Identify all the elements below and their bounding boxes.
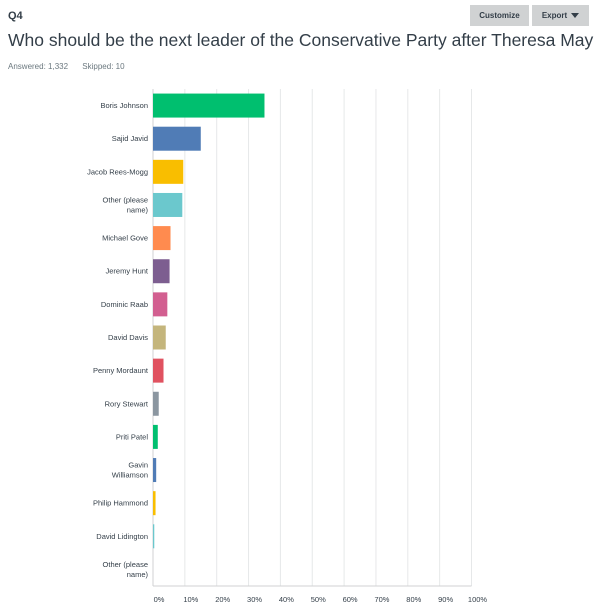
bar[interactable]: [153, 491, 156, 516]
category-label: Rory Stewart: [105, 399, 149, 408]
response-stats: Answered: 1,332 Skipped: 10: [8, 62, 137, 71]
x-tick-label: 80%: [406, 595, 421, 604]
category-label: Philip Hammond: [93, 499, 148, 508]
bar[interactable]: [153, 226, 171, 251]
customize-button-label: Customize: [479, 11, 520, 20]
bar[interactable]: [153, 391, 159, 416]
export-button[interactable]: Export: [532, 5, 589, 26]
skipped-count: Skipped: 10: [82, 62, 125, 71]
x-tick-label: 0%: [154, 595, 165, 604]
x-tick-label: 60%: [343, 595, 358, 604]
category-label: Dominic Raab: [101, 300, 148, 309]
x-tick-label: 30%: [247, 595, 262, 604]
x-tick-label: 50%: [311, 595, 326, 604]
bar[interactable]: [153, 292, 168, 317]
category-label: Other (please name): [103, 560, 149, 579]
export-button-label: Export: [541, 11, 568, 20]
bar[interactable]: [153, 93, 265, 118]
category-label: Gavin Williamson: [112, 461, 148, 480]
category-label: Priti Patel: [116, 432, 148, 441]
x-tick-label: 100%: [468, 595, 488, 604]
x-tick-label: 90%: [438, 595, 453, 604]
bar[interactable]: [153, 524, 155, 549]
bar[interactable]: [153, 458, 157, 483]
x-tick-label: 10%: [183, 595, 198, 604]
category-label: David Davis: [108, 333, 148, 342]
x-tick-label: 40%: [279, 595, 294, 604]
answered-count: Answered: 1,332: [8, 62, 69, 71]
category-label: Penny Mordaunt: [93, 366, 149, 375]
category-label: Jeremy Hunt: [105, 267, 148, 276]
x-tick-label: 70%: [374, 595, 389, 604]
bar[interactable]: [153, 192, 183, 217]
bar[interactable]: [153, 424, 158, 449]
bar[interactable]: [153, 358, 164, 383]
bar[interactable]: [153, 259, 170, 284]
category-label: Michael Gove: [102, 234, 148, 243]
x-tick-label: 20%: [215, 595, 230, 604]
question-number: Q4: [8, 10, 23, 22]
bar[interactable]: [153, 126, 201, 151]
question-title: Who should be the next leader of the Con…: [8, 30, 594, 50]
category-label: Boris Johnson: [100, 101, 148, 110]
customize-button[interactable]: Customize: [470, 5, 529, 26]
bar[interactable]: [153, 159, 184, 184]
bar[interactable]: [153, 325, 166, 350]
category-label: Jacob Rees-Mogg: [87, 167, 148, 176]
category-label: David Lidington: [96, 532, 148, 541]
caret-down-icon: [571, 13, 580, 18]
category-label: Other (please name): [103, 195, 149, 214]
category-label: Sajid Javid: [112, 134, 148, 143]
